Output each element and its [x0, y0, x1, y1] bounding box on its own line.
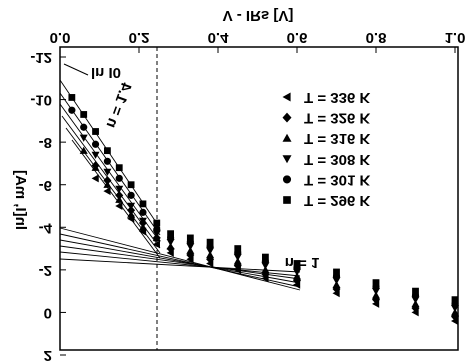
- legend-marker: [283, 196, 291, 204]
- y-tick-label: -10: [30, 92, 52, 109]
- legend-label: T = 336 K: [304, 89, 370, 106]
- data-point: [91, 174, 99, 183]
- y-tick-label: -8: [39, 134, 52, 151]
- annotation: n = 1: [285, 254, 320, 271]
- data-point: [451, 296, 459, 304]
- data-point: [153, 219, 161, 227]
- data-point: [139, 200, 147, 208]
- data-point: [372, 279, 380, 287]
- data-point: [91, 140, 100, 148]
- y-tick-label: 0: [44, 304, 52, 321]
- data-point: [333, 268, 340, 276]
- annotation-arrow: [63, 63, 89, 76]
- y-tick-label: -12: [30, 49, 52, 66]
- data-point: [127, 210, 136, 218]
- data-point: [115, 190, 124, 200]
- data-point: [103, 176, 112, 185]
- data-point: [127, 191, 135, 199]
- data-point: [127, 181, 135, 189]
- x-tick-label: 0.6: [287, 29, 308, 46]
- y-tick-label: -2: [39, 262, 52, 279]
- legend-label: T = 316 K: [304, 130, 370, 147]
- data-point: [262, 253, 269, 261]
- data-point: [293, 276, 301, 285]
- x-axis-label: V - IRs [V]: [223, 7, 294, 24]
- data-point: [68, 94, 76, 101]
- data-point: [139, 208, 147, 216]
- data-point: [206, 238, 214, 246]
- data-point: [103, 187, 111, 196]
- data-point: [115, 195, 124, 203]
- legend-marker: [282, 92, 291, 102]
- data-point: [80, 123, 88, 131]
- data-point: [152, 240, 160, 249]
- data-point: [412, 287, 419, 295]
- data-point: [332, 284, 341, 294]
- data-point: [127, 205, 136, 215]
- data-point: [91, 151, 100, 159]
- x-tick-label: 0.8: [366, 29, 387, 46]
- y-axis-label: ln[I, mA]: [12, 170, 29, 230]
- legend-label: T = 301 K: [304, 171, 370, 188]
- data-point: [115, 202, 123, 210]
- legend-marker: [282, 155, 292, 164]
- data-point: [115, 185, 124, 193]
- data-point: [138, 217, 147, 225]
- y-tick-label: -6: [39, 177, 52, 194]
- data-point: [79, 146, 88, 154]
- legend-label: T = 326 K: [304, 110, 370, 127]
- x-tick-label: 1.0: [445, 29, 466, 46]
- data-point: [167, 230, 174, 238]
- data-point: [92, 128, 99, 135]
- data-point: [234, 245, 242, 252]
- data-point: [206, 254, 215, 264]
- fit-lines: [59, 79, 301, 291]
- data-point: [79, 134, 88, 142]
- y-tick-label: 2: [44, 347, 52, 363]
- data-point: [153, 225, 161, 234]
- plot-frame: [59, 46, 459, 351]
- data-point: [104, 147, 111, 155]
- data-point: [138, 223, 147, 231]
- data-point: [115, 164, 123, 172]
- data-point: [91, 163, 100, 171]
- data-point: [115, 174, 123, 182]
- legend-label: T = 296 K: [304, 192, 370, 209]
- data-point: [103, 157, 111, 165]
- data-point: [127, 202, 136, 210]
- legend-marker: [282, 133, 292, 142]
- data-point: [293, 260, 301, 267]
- x-tick-label: 0.0: [50, 29, 71, 46]
- legend-label: T = 308 K: [304, 151, 370, 168]
- legend-marker: [282, 112, 292, 123]
- data-point: [103, 168, 112, 176]
- data-point: [80, 111, 88, 118]
- y-tick-label: -4: [39, 219, 53, 236]
- data-point: [103, 180, 112, 188]
- x-tick-label: 0.4: [208, 29, 230, 46]
- legend-marker: [282, 175, 292, 184]
- annotation: ln I0: [91, 64, 121, 81]
- data-point: [186, 234, 194, 242]
- annotation: n = 1.4: [102, 80, 134, 131]
- data-point: [68, 106, 76, 114]
- x-tick-label: 0.2: [129, 29, 150, 46]
